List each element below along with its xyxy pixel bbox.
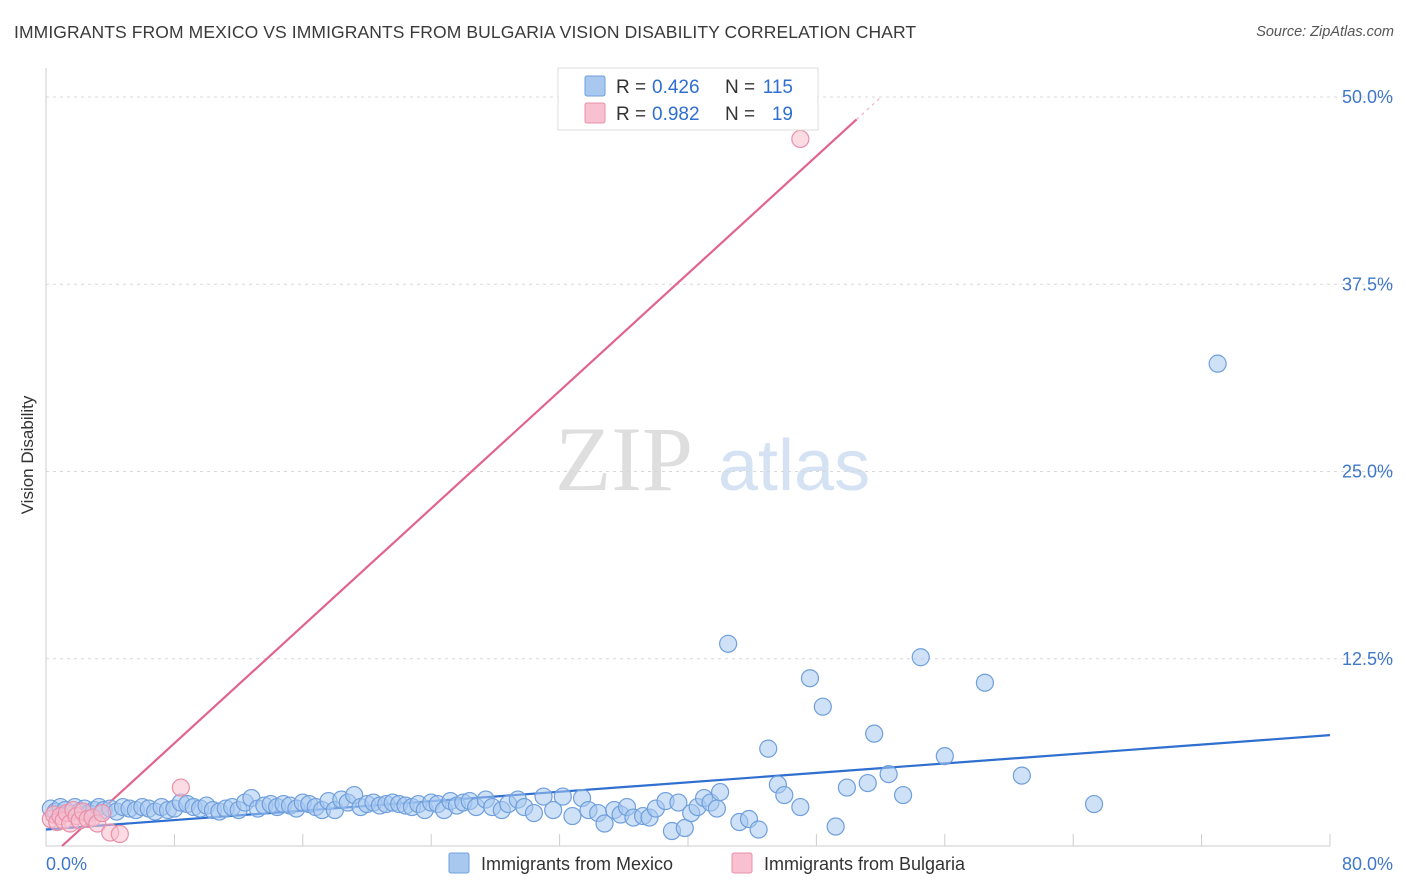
mexico-point-118 bbox=[911, 648, 930, 667]
data-points bbox=[41, 129, 1227, 844]
mexico-point-84 bbox=[595, 814, 614, 833]
watermark-zip: ZIP bbox=[555, 408, 693, 510]
mexico-point-123 bbox=[1208, 354, 1227, 373]
legend-swatch-mexico bbox=[584, 75, 606, 97]
legend-n-value-bulgaria: 19 bbox=[772, 104, 793, 125]
mexico-point-94 bbox=[669, 793, 688, 812]
chart-title: IMMIGRANTS FROM MEXICO VS IMMIGRANTS FRO… bbox=[14, 22, 917, 42]
mexico-point-80 bbox=[563, 806, 582, 826]
mexico-point-112 bbox=[826, 817, 845, 836]
mexico-point-108 bbox=[775, 785, 794, 805]
bulgaria-point-14 bbox=[93, 803, 112, 823]
bulgaria-trend-line bbox=[61, 118, 858, 847]
mexico-point-122 bbox=[1084, 794, 1104, 814]
legend-r-value-mexico: 0.426 bbox=[652, 77, 700, 98]
mexico-point-115 bbox=[858, 773, 877, 793]
y-axis-title: Vision Disability bbox=[18, 395, 37, 514]
legend-r-value-bulgaria: 0.982 bbox=[652, 104, 700, 125]
legend-n-value-mexico: 115 bbox=[763, 77, 793, 98]
mexico-point-113 bbox=[837, 778, 856, 797]
grid bbox=[46, 96, 1394, 660]
watermark-atlas: atlas bbox=[718, 426, 870, 506]
x-tick-label-0: 0.0% bbox=[46, 854, 87, 874]
legend-swatch-bulgaria bbox=[584, 102, 606, 124]
mexico-point-117 bbox=[893, 785, 913, 805]
legend-n-label-bulgaria: N = bbox=[725, 104, 755, 125]
axes bbox=[45, 68, 1331, 847]
legend-r-label-mexico: R = bbox=[616, 77, 646, 98]
mexico-point-114 bbox=[865, 724, 884, 743]
y-tick-label-1: 25.0% bbox=[1342, 462, 1393, 482]
mexico-point-110 bbox=[800, 669, 820, 688]
bottom-legend-swatch-bulgaria bbox=[731, 852, 753, 874]
mexico-point-79 bbox=[553, 787, 572, 806]
bulgaria-point-18 bbox=[791, 129, 810, 149]
mexico-point-95 bbox=[675, 818, 694, 838]
mexico-point-109 bbox=[791, 797, 810, 817]
mexico-point-111 bbox=[813, 697, 832, 716]
legend-r-label-bulgaria: R = bbox=[616, 104, 646, 125]
mexico-point-121 bbox=[1012, 766, 1031, 785]
x-tick-label-1: 80.0% bbox=[1342, 854, 1393, 874]
mexico-point-77 bbox=[534, 787, 553, 806]
mexico-point-78 bbox=[544, 800, 563, 820]
bottom-legend-swatch-mexico bbox=[448, 852, 470, 874]
mexico-point-120 bbox=[975, 673, 995, 692]
bulgaria-point-17 bbox=[171, 778, 190, 797]
top-legend: R = 0.426 N = 115 R = 0.982 N = 19 bbox=[557, 67, 819, 131]
mexico-point-116 bbox=[879, 764, 898, 784]
mexico-point-100 bbox=[707, 799, 726, 818]
bottom-legend-label-mexico: Immigrants from Mexico bbox=[481, 854, 673, 874]
mexico-point-101 bbox=[710, 782, 730, 802]
mexico-point-102 bbox=[719, 634, 738, 653]
mexico-point-105 bbox=[749, 820, 768, 839]
tick-labels: 12.5% 25.0% 37.5% 50.0% 0.0% 80.0% bbox=[46, 87, 1393, 874]
bulgaria-point-16 bbox=[110, 824, 129, 844]
y-tick-label-3: 50.0% bbox=[1342, 87, 1393, 107]
source-credit: Source: ZipAtlas.com bbox=[1256, 24, 1394, 40]
bottom-legend: Immigrants from Mexico Immigrants from B… bbox=[448, 852, 966, 874]
bulgaria-trend-extension bbox=[856, 97, 882, 120]
y-tick-label-0: 12.5% bbox=[1342, 649, 1393, 669]
mexico-point-106 bbox=[759, 739, 778, 758]
legend-n-label-mexico: N = bbox=[725, 77, 755, 98]
y-tick-label-2: 37.5% bbox=[1342, 274, 1393, 294]
mexico-point-119 bbox=[935, 747, 954, 766]
bottom-legend-label-bulgaria: Immigrants from Bulgaria bbox=[764, 854, 966, 874]
mexico-point-76 bbox=[524, 803, 544, 823]
